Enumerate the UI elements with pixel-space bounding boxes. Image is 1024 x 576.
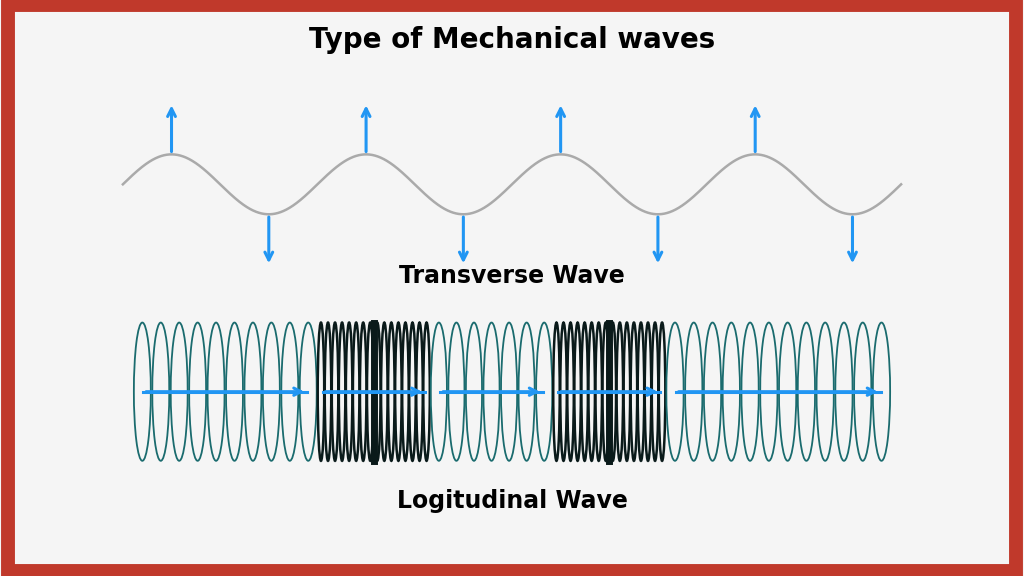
Text: Logitudinal Wave: Logitudinal Wave	[396, 489, 628, 513]
Text: Transverse Wave: Transverse Wave	[399, 264, 625, 289]
Text: Type of Mechanical waves: Type of Mechanical waves	[309, 26, 715, 54]
